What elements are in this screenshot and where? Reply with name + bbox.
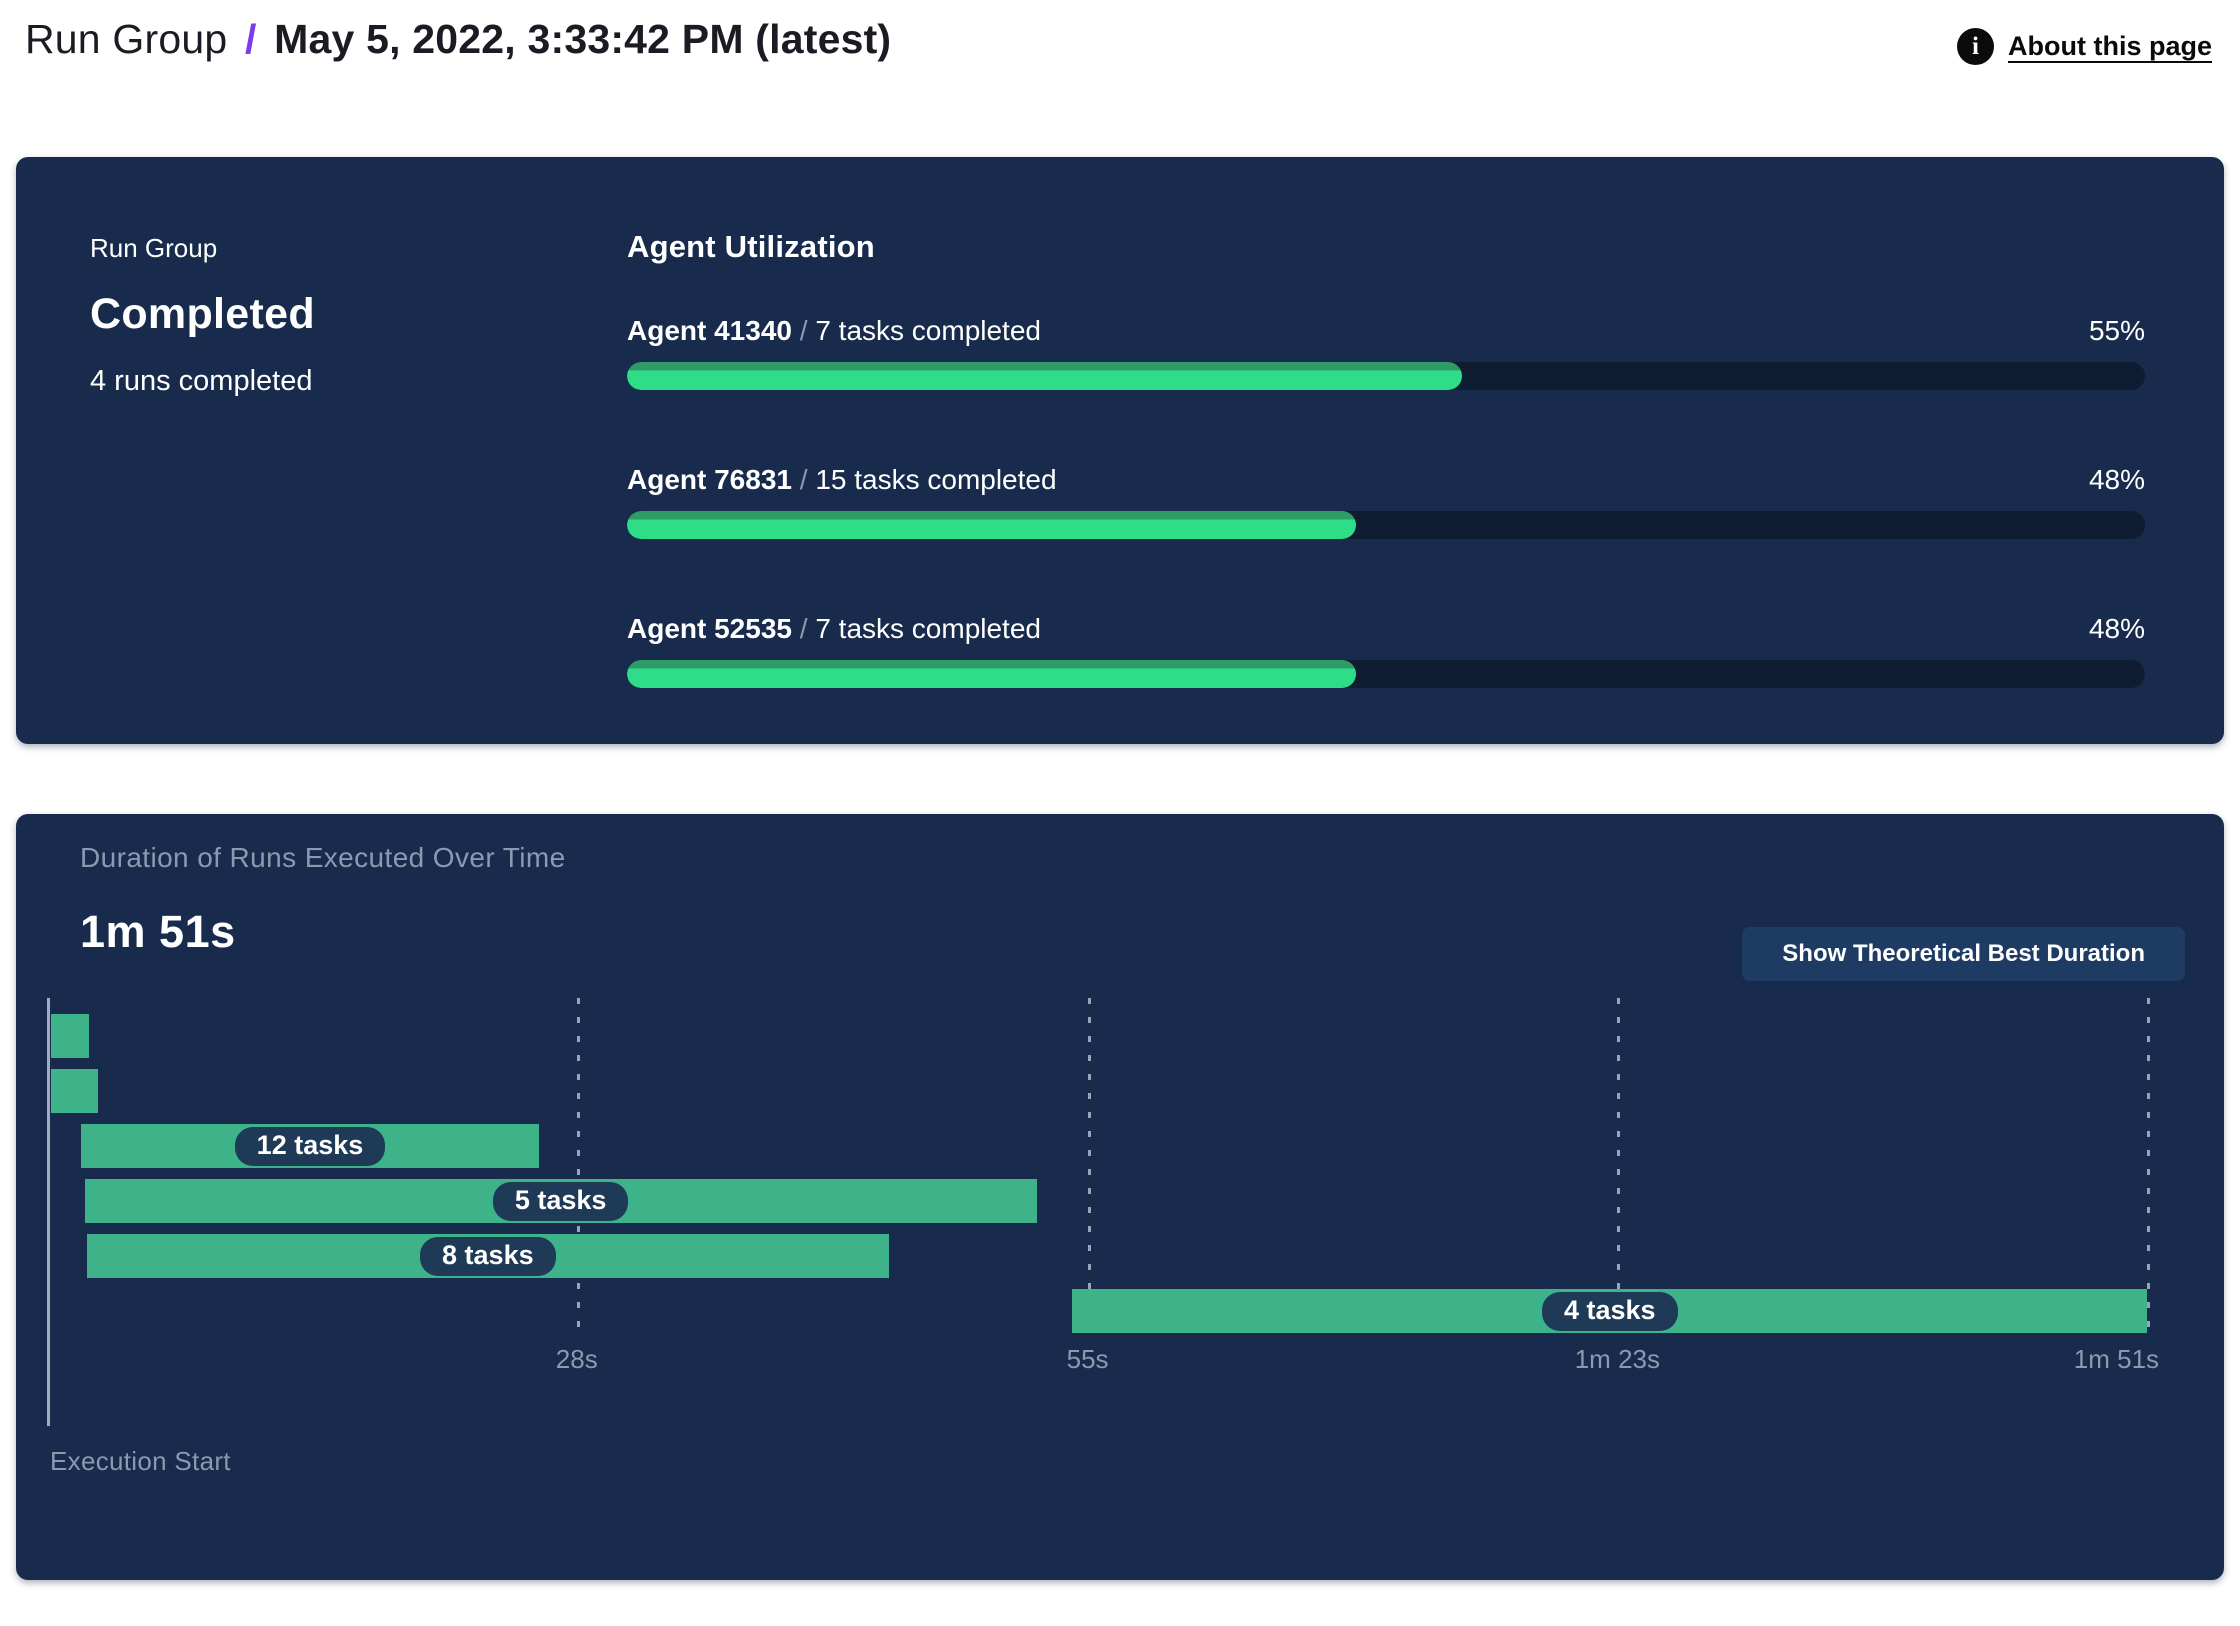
agent-row-label-line: Agent 41340 / 7 tasks completed 55%	[627, 315, 2145, 347]
agent-utilization-percent: 55%	[2088, 315, 2145, 346]
gantt-run-bar[interactable]: 4 tasks	[1072, 1289, 2148, 1333]
page-header: Run Group / May 5, 2022, 3:33:42 PM (lat…	[0, 0, 2240, 65]
info-icon: i	[1957, 28, 1994, 65]
gantt-tick-label: 28s	[555, 1344, 598, 1374]
agent-name-separator: /	[791, 613, 816, 644]
agent-name: Agent 52535	[627, 613, 792, 644]
breadcrumb-root: Run Group	[25, 16, 228, 62]
agent-utilization-row: Agent 41340 / 7 tasks completed 55%	[627, 315, 2145, 390]
gantt-tick-label: 55s	[1066, 1344, 1109, 1374]
gantt-tick-label: 1m 51s	[2073, 1344, 2160, 1374]
agent-utilization-row: Agent 76831 / 15 tasks completed 48%	[627, 464, 2145, 539]
gantt-run-bar[interactable]: 8 tasks	[86, 1234, 889, 1278]
run-group-status: Completed	[90, 290, 315, 338]
agent-name: Agent 76831	[627, 464, 792, 495]
gantt-chart: 12 tasks 5 tasks 8 tasks 4 tasks 28s 55s 1m 2…	[16, 998, 2224, 1488]
gantt-run-bar[interactable]	[50, 1069, 99, 1113]
agent-row-label-line: Agent 52535 / 7 tasks completed 48%	[627, 613, 2145, 645]
agent-task-detail: 7 tasks completed	[815, 613, 1041, 644]
gantt-run-bar[interactable]	[50, 1014, 89, 1058]
agent-utilization-section: Agent Utilization Agent 41340 / 7 tasks …	[627, 229, 2145, 688]
agent-task-detail: 15 tasks completed	[815, 464, 1057, 495]
gantt-gridline-1m51s	[2147, 998, 2151, 1335]
duration-chart-title: Duration of Runs Executed Over Time	[80, 842, 566, 873]
agent-task-detail: 7 tasks completed	[815, 315, 1041, 346]
agent-progress-track	[627, 362, 2145, 390]
gantt-task-count-pill: 5 tasks	[492, 1181, 629, 1221]
agent-name-separator: /	[791, 464, 816, 495]
agent-utilization-heading: Agent Utilization	[627, 229, 875, 264]
gantt-run-bar[interactable]: 12 tasks	[81, 1124, 539, 1168]
gantt-task-count-pill: 12 tasks	[234, 1126, 386, 1166]
runs-completed-count: 4 runs completed	[90, 365, 313, 397]
execution-start-axis-line	[47, 998, 50, 1426]
gantt-task-count-pill: 4 tasks	[1541, 1291, 1678, 1331]
agent-utilization-rows: Agent 41340 / 7 tasks completed 55% Agen…	[627, 315, 2145, 688]
run-group-label: Run Group	[90, 233, 218, 263]
agent-progress-track	[627, 511, 2145, 539]
agent-name-separator: /	[791, 315, 816, 346]
about-this-page-link[interactable]: About this page	[2008, 31, 2212, 61]
run-group-status-block: Run Group Completed 4 runs completed	[90, 229, 627, 688]
agent-utilization-percent: 48%	[2088, 464, 2145, 495]
agent-progress-fill	[627, 362, 1462, 390]
agent-progress-fill	[627, 660, 1356, 688]
gantt-gridline-55s	[1087, 998, 1091, 1335]
breadcrumb-separator: /	[244, 16, 257, 62]
duration-of-runs-panel: Duration of Runs Executed Over Time 1m 5…	[16, 814, 2224, 1580]
agent-utilization-percent: 48%	[2088, 613, 2145, 644]
agent-progress-fill	[627, 511, 1356, 539]
run-timestamp-title: May 5, 2022, 3:33:42 PM (latest)	[274, 16, 892, 62]
gantt-tick-label: 1m 23s	[1574, 1344, 1660, 1374]
gantt-run-bar[interactable]: 5 tasks	[84, 1179, 1037, 1223]
agent-row-label-line: Agent 76831 / 15 tasks completed 48%	[627, 464, 2145, 496]
execution-start-label: Execution Start	[50, 1446, 231, 1476]
agent-name: Agent 41340	[627, 315, 792, 346]
gantt-gridline-28s	[576, 998, 580, 1335]
agent-progress-track	[627, 660, 2145, 688]
page-title: Run Group / May 5, 2022, 3:33:42 PM (lat…	[25, 16, 891, 63]
about-this-page[interactable]: i About this page	[1957, 28, 2212, 65]
gantt-gridline-1m23s	[1617, 998, 1621, 1335]
total-duration-value: 1m 51s	[80, 906, 236, 957]
show-theoretical-best-duration-button[interactable]: Show Theoretical Best Duration	[1742, 927, 2185, 981]
run-group-summary-panel: Run Group Completed 4 runs completed Age…	[16, 157, 2224, 744]
gantt-task-count-pill: 8 tasks	[420, 1236, 556, 1276]
agent-utilization-row: Agent 52535 / 7 tasks completed 48%	[627, 613, 2145, 688]
